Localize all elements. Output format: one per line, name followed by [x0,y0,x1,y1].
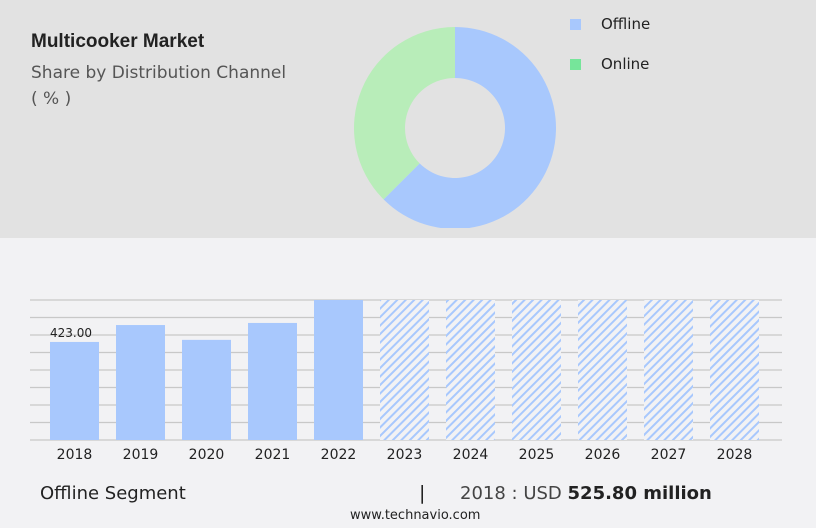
legend-label: Offline [601,15,651,33]
x-tick-label: 2021 [255,447,291,463]
x-tick-label: 2018 [57,447,93,463]
x-tick-label: 2028 [717,447,753,463]
legend-swatch [570,59,581,70]
x-tick-label: 2026 [585,447,621,463]
chart-unit: ( % ) [31,89,72,109]
data-label: 423.00 [50,326,92,340]
x-tick-label: 2025 [519,447,555,463]
forecast-bar-2026 [578,300,627,440]
value: 525.80 million [567,483,712,504]
x-tick-label: 2019 [123,447,159,463]
slice-online [353,27,455,200]
forecast-bar-2023 [380,300,429,440]
chart-subtitle: Share by Distribution Channel [31,63,287,83]
x-tick-label: 2024 [453,447,489,463]
x-tick-label: 2022 [321,447,357,463]
legend-label: Online [601,55,650,73]
legend-offline: Offline [570,15,650,33]
bar-2020 [182,339,231,440]
forecast-bar-2028 [710,300,759,440]
legend-online: Online [570,55,649,73]
separator: | [419,482,426,504]
year-prefix: 2018 : USD [460,483,562,504]
x-tick-label: 2023 [387,447,423,463]
bar-2022 [314,300,363,440]
bar-2021 [248,322,297,440]
forecast-bar-2024 [446,300,495,440]
legend-swatch [570,19,581,30]
segment-value: 2018 : USD 525.80 million [460,483,712,504]
forecast-bar-2027 [644,300,693,440]
source-url[interactable]: www.technavio.com [350,508,481,523]
x-tick-label: 2020 [189,447,225,463]
slice-offline [383,27,556,228]
x-tick-label: 2027 [651,447,687,463]
segment-label: Offline Segment [40,483,186,504]
bar-2018 [50,341,99,440]
chart-title: Multicooker Market [31,31,205,52]
bar-2019 [116,325,165,440]
forecast-bar-2025 [512,300,561,440]
